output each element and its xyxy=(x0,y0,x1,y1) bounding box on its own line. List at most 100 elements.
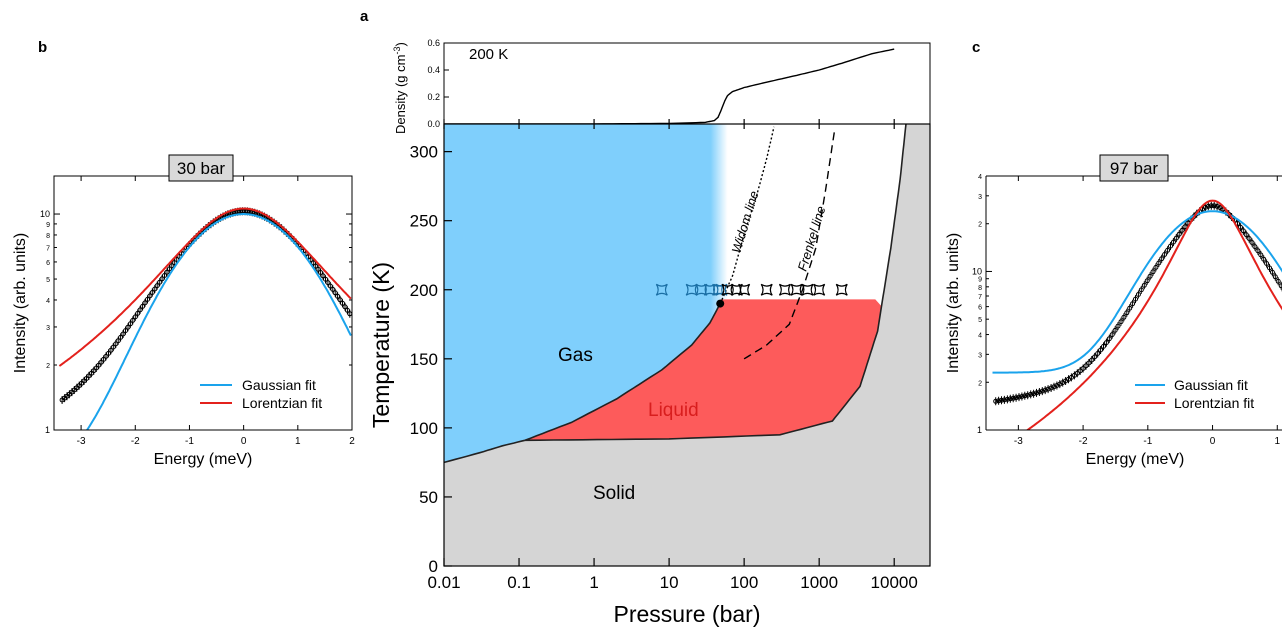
pressure-tick-label: 1000 xyxy=(800,573,838,592)
panel-letter-a: a xyxy=(360,8,369,25)
spectrum-y-tick-label: 8 xyxy=(46,233,50,240)
spectrum-x-tick-label: -1 xyxy=(1143,436,1152,447)
spectrum-y-tick-label: 1 xyxy=(977,425,982,435)
density-y-label: Density (g cm-3) xyxy=(392,42,408,134)
panel-b-legend-lorentzian: Lorentzian fit xyxy=(242,395,322,411)
spectrum-x-tick-label: 0 xyxy=(1210,436,1216,447)
panel-c-gaussian-fit xyxy=(992,210,1282,374)
spectrum-y-tick-label: 9 xyxy=(978,277,982,284)
temperature-tick-label: 300 xyxy=(410,143,438,162)
pressure-tick-label: 100 xyxy=(730,573,758,592)
melting-curve xyxy=(524,124,907,442)
measurement-marker xyxy=(685,283,698,296)
spectrum-y-tick-label: 4 xyxy=(978,333,982,340)
panel-c-title-box xyxy=(1099,154,1169,182)
spectrum-x-tick-label: 0 xyxy=(241,436,247,447)
spectrum-y-tick-label: 5 xyxy=(978,317,982,324)
vaporization-curve xyxy=(524,303,721,442)
spectrum-y-tick-label: 3 xyxy=(46,325,50,332)
spectrum-y-tick-label: 6 xyxy=(46,260,50,267)
panel-b-legend-gaussian: Gaussian fit xyxy=(242,377,316,393)
widom-line xyxy=(719,126,775,304)
measurement-marker xyxy=(760,283,773,296)
panel-b-ticks: -3 -2 -1 0 1 2 1 2 3 4 5 6 7 8 9 10 xyxy=(40,176,355,447)
spectrum-y-tick-label: 7 xyxy=(978,294,982,301)
panel-c-x-label: Energy (meV) xyxy=(1086,451,1185,468)
panel-b-x-label: Energy (meV) xyxy=(154,451,253,468)
temperature-tick-label: 50 xyxy=(419,488,438,507)
measurement-marker xyxy=(738,283,751,296)
measurement-markers xyxy=(655,283,848,296)
spectrum-y-tick-label: 10 xyxy=(972,266,982,276)
temperature-axis-label: Temperature (K) xyxy=(368,262,394,428)
spectrum-x-tick-label: 1 xyxy=(1274,436,1280,447)
measurement-marker xyxy=(835,283,848,296)
panel-letter-c: c xyxy=(972,39,980,56)
pressure-tick-label: 0.01 xyxy=(427,573,460,592)
panel-b-title: 30 bar xyxy=(177,159,226,178)
gas-label: Gas xyxy=(558,345,593,366)
panel-b-title-box xyxy=(168,154,234,182)
pressure-axis-label: Pressure (bar) xyxy=(614,601,761,627)
spectrum-y-tick-label: 10 xyxy=(40,209,50,219)
critical-point xyxy=(716,299,725,308)
measurement-marker xyxy=(655,283,668,296)
panel-b-spectrum: -3 -2 -1 0 1 2 1 2 3 4 5 6 7 8 9 10 30 bar Gaussian fit… xyxy=(12,154,355,468)
solid-label: Solid xyxy=(593,483,635,504)
spectrum-y-tick-label: 9 xyxy=(46,222,50,229)
sublimation-curve xyxy=(444,439,526,464)
density-y-tick-label: 0.2 xyxy=(427,92,440,102)
spectrum-x-tick-label: -3 xyxy=(1014,436,1023,447)
measurement-marker xyxy=(703,283,716,296)
temperature-tick-label: 0 xyxy=(429,557,438,576)
temperature-tick-label: 250 xyxy=(410,212,438,231)
spectrum-y-tick-label: 6 xyxy=(978,305,982,312)
temperature-tick-label: 100 xyxy=(410,419,438,438)
pressure-tick-label: 10000 xyxy=(871,573,918,592)
spectrum-x-tick-label: 2 xyxy=(349,436,355,447)
spectrum-y-tick-label: 2 xyxy=(46,363,50,370)
panel-b-gaussian-fit xyxy=(85,213,352,430)
phase-axis-ticks: 0.01 0.1 1 10 100 1000 10000 0 50 100 150 200 250 300 xyxy=(410,119,918,592)
solid-region xyxy=(444,124,930,566)
panel-b-data-points xyxy=(59,207,352,404)
spectrum-y-tick-label: 3 xyxy=(978,352,982,359)
density-annotation: 200 K xyxy=(469,46,508,63)
density-y-tick-label: 0.4 xyxy=(427,65,440,75)
spectrum-y-tick-label: 1 xyxy=(45,425,50,435)
phase-diagram-panel: 0.01 0.1 1 10 100 1000 10000 0 50 100 150 200 250 300… xyxy=(368,119,931,627)
spectrum-x-tick-label: -3 xyxy=(77,436,86,447)
liquid-region xyxy=(525,299,882,441)
measurement-marker xyxy=(778,283,791,296)
density-y-tick-label: 0.0 xyxy=(427,119,440,129)
measurement-marker xyxy=(721,283,734,296)
panel-c-y-label: Intensity (arb. units) xyxy=(945,233,962,374)
panel-b-y-label: Intensity (arb. units) xyxy=(12,233,29,374)
spectrum-y-tick-label: 8 xyxy=(978,285,982,292)
spectrum-y-tick-label: 4 xyxy=(46,298,50,305)
panel-c-legend-gaussian: Gaussian fit xyxy=(1174,377,1248,393)
spectrum-y-tick-label: 5 xyxy=(46,277,50,284)
density-curve xyxy=(444,48,895,125)
spectrum-y-tick-label: 7 xyxy=(46,245,50,252)
pressure-tick-label: 10 xyxy=(660,573,679,592)
density-frame xyxy=(443,42,931,125)
spectrum-y-tick-label: 2 xyxy=(978,380,982,387)
panel-b-lorentzian-fit xyxy=(58,207,352,367)
panel-c-title: 97 bar xyxy=(1110,159,1159,178)
spectrum-x-tick-label: -2 xyxy=(131,436,140,447)
gas-region xyxy=(444,124,728,463)
panel-letter-b: b xyxy=(38,39,47,56)
density-panel: 0.0 0.2 0.4 0.6 200 K Density (g cm-3) xyxy=(392,38,931,134)
density-y-tick-label: 0.6 xyxy=(427,38,440,48)
measurement-marker xyxy=(695,283,708,296)
pressure-tick-label: 1 xyxy=(589,573,598,592)
panel-c-legend-lorentzian: Lorentzian fit xyxy=(1174,395,1254,411)
spectrum-y-tick-label: 2 xyxy=(978,222,982,229)
measurement-marker xyxy=(801,283,814,296)
spectrum-y-tick-label: 4 xyxy=(978,174,982,181)
panel-c-lorentzian-fit xyxy=(1025,199,1282,430)
spectrum-x-tick-label: 1 xyxy=(295,436,301,447)
